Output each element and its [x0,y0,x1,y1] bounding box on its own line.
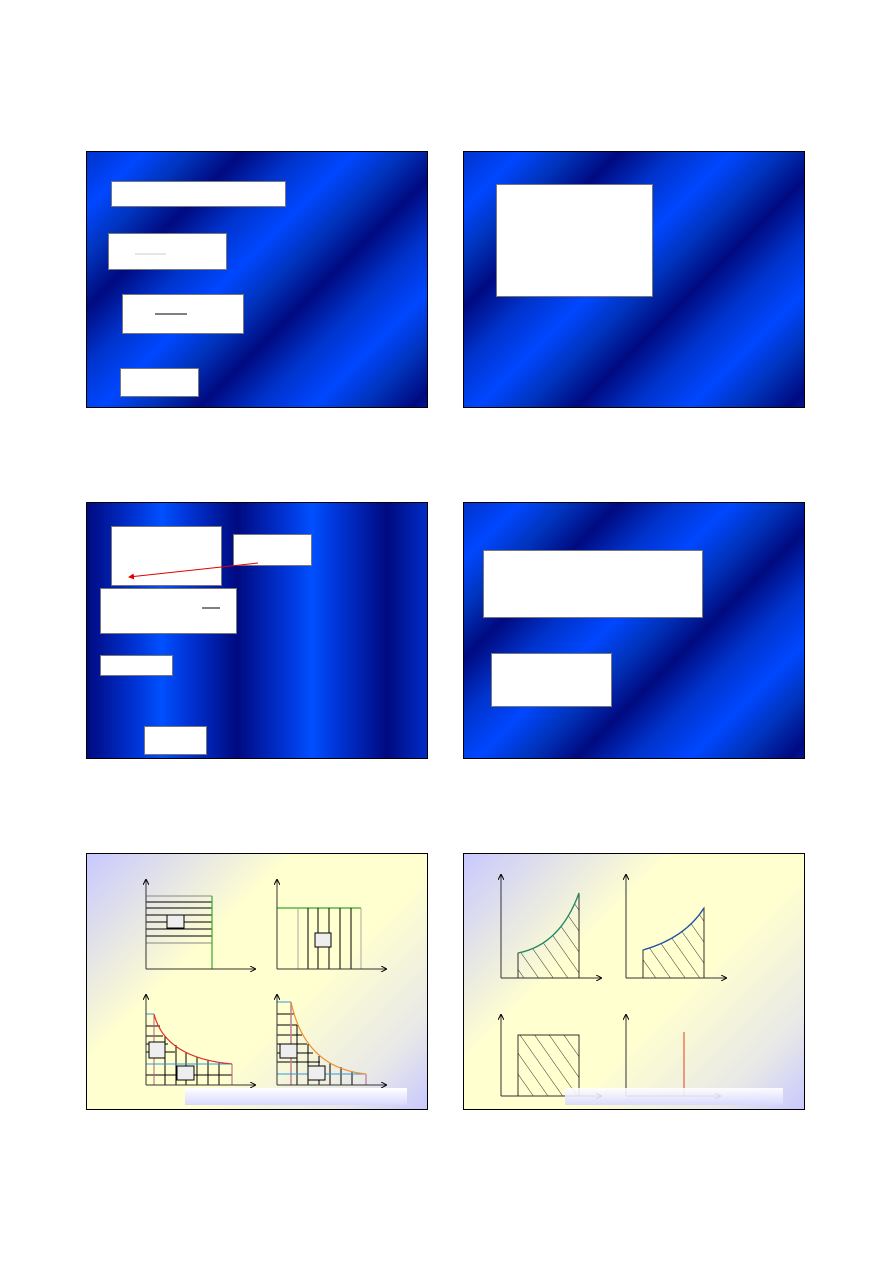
slide6-chart-b [626,875,726,978]
slide-5 [86,853,428,1110]
slide3-red-arrow [128,562,259,580]
slide2-text-box [496,184,653,297]
slide6-caption-bar [565,1088,783,1105]
slide1-box-2 [108,233,227,270]
slide5-caption-bar [185,1088,407,1105]
slide6-chart-c [501,1015,601,1096]
slide5-chart-isochoric [277,880,386,969]
slide1-title-box [111,181,286,207]
slide1-box-4 [120,368,199,397]
slide5-chart-isotherm-1 [146,995,255,1085]
slide5-chart-isotherm-2 [277,995,386,1085]
slide6-chart-d [626,1015,720,1096]
slide-4 [463,502,805,759]
slide5-chart-isobaric [146,880,255,969]
slide3-box-5 [144,726,207,755]
slide6-chart-a [501,875,601,978]
slide4-box-1 [483,550,703,618]
slide3-box-2 [233,534,312,566]
slide4-box-2 [491,653,612,707]
slide3-box-4 [100,655,173,676]
slide3-formula-box [100,588,237,634]
